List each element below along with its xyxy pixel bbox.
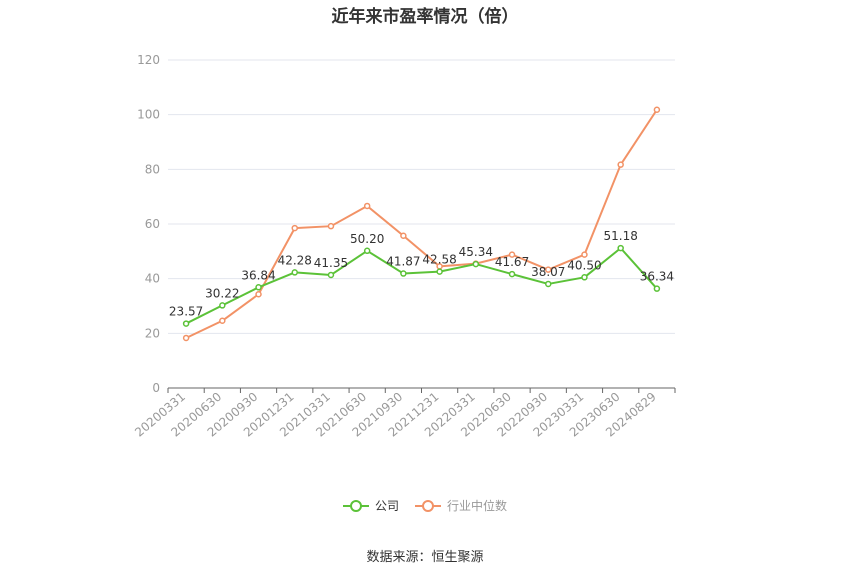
y-tick-label: 120 <box>137 53 160 67</box>
industry-point <box>545 266 552 273</box>
series-line-industry <box>185 109 658 339</box>
company-data-label: 30.22 <box>205 286 239 300</box>
company-data-label: 36.84 <box>241 268 275 282</box>
y-tick-label: 0 <box>152 381 160 395</box>
company-point <box>545 280 552 288</box>
legend-item-company[interactable]: 公司 <box>342 497 399 514</box>
y-tick-label: 20 <box>145 326 160 340</box>
data-source-note: 数据来源：恒生聚源 <box>366 550 484 565</box>
company-point <box>400 270 407 277</box>
company-point <box>508 270 516 278</box>
y-tick-label: 100 <box>137 108 160 122</box>
industry-point <box>508 251 516 258</box>
industry-point <box>327 222 335 230</box>
company-data-label: 38.07 <box>531 265 565 279</box>
industry-point <box>219 317 226 325</box>
legend-company-marker-icon <box>342 499 369 513</box>
industry-point <box>182 334 190 342</box>
company-point <box>617 244 624 252</box>
company-point <box>219 302 226 309</box>
company-point <box>363 247 371 255</box>
company-point <box>255 284 262 291</box>
company-data-label: 45.34 <box>459 245 493 259</box>
chart-legend: 公司 行业中位数 <box>0 497 850 514</box>
company-point <box>327 271 335 279</box>
company-point <box>291 269 298 276</box>
industry-point <box>581 251 588 258</box>
y-tick-label: 80 <box>145 162 160 176</box>
industry-point <box>291 224 298 232</box>
legend-industry-label: 行业中位数 <box>447 499 508 513</box>
company-data-label: 42.28 <box>278 253 312 267</box>
y-tick-label: 40 <box>145 272 160 286</box>
chart-title: 近年来市盈率情况（倍） <box>331 7 519 27</box>
company-data-label: 42.58 <box>422 253 456 267</box>
company-data-label: 36.34 <box>640 270 674 284</box>
industry-point <box>617 161 624 168</box>
company-data-label: 41.35 <box>314 256 348 270</box>
company-point <box>472 260 480 268</box>
company-point <box>581 274 588 281</box>
industry-point <box>400 232 407 240</box>
company-data-label: 41.67 <box>495 255 529 269</box>
industry-point <box>363 202 371 210</box>
company-data-label: 40.50 <box>567 258 601 272</box>
legend-company-label: 公司 <box>374 499 399 513</box>
company-data-label: 50.20 <box>350 232 384 246</box>
company-data-label: 23.57 <box>169 305 203 319</box>
company-point <box>436 268 443 275</box>
company-point <box>182 320 190 327</box>
company-data-label: 41.87 <box>386 255 420 269</box>
industry-point <box>653 106 661 113</box>
industry-point <box>255 290 262 298</box>
legend-industry-marker-icon <box>415 499 441 513</box>
company-point <box>653 285 661 292</box>
y-tick-label: 60 <box>145 217 160 231</box>
legend-item-industry[interactable]: 行业中位数 <box>415 497 507 514</box>
pe-ratio-line-chart: 0204060801001202020033120200630202009302… <box>132 53 676 440</box>
company-data-label: 51.18 <box>603 229 637 243</box>
series-line-company <box>185 247 658 325</box>
